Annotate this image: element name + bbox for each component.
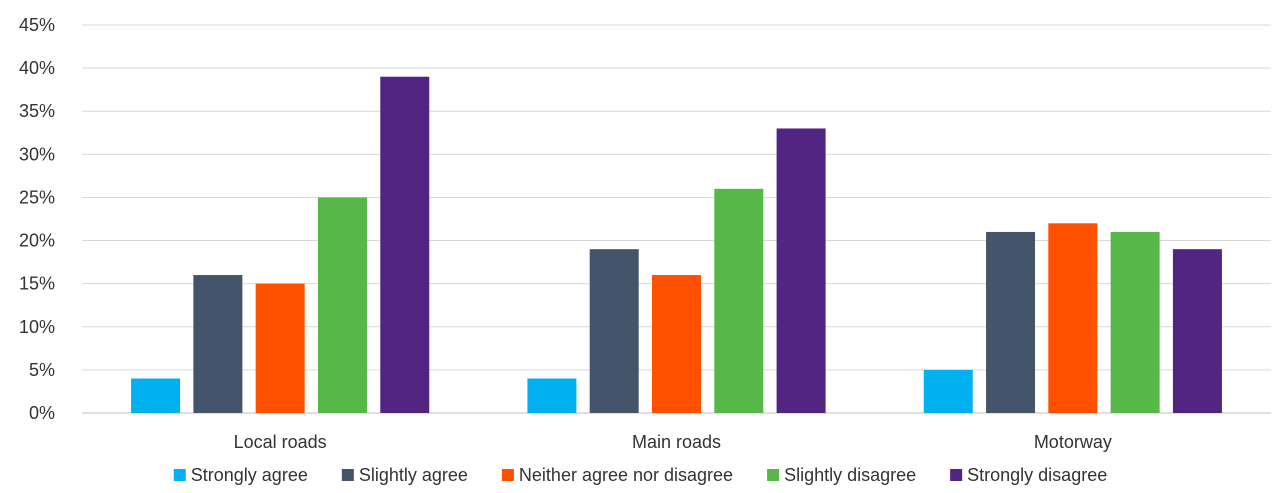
- y-tick-label: 30%: [19, 144, 55, 164]
- legend-label: Slightly disagree: [784, 465, 916, 485]
- legend-swatch: [950, 469, 963, 481]
- y-axis-tick-labels: 0% 5% 10% 15% 20% 25% 30% 35% 40% 45%: [19, 15, 55, 423]
- legend-item-neither-agree-nor-disagree: Neither agree nor disagree: [501, 465, 733, 485]
- legend: Strongly agree Slightly agree Neither agre…: [173, 465, 1107, 485]
- legend-item-slightly-disagree: Slightly disagree: [767, 465, 916, 485]
- bar-slightly-agree: [589, 249, 639, 413]
- bar-slightly-disagree: [1110, 231, 1160, 413]
- legend-item-strongly-disagree: Strongly disagree: [950, 465, 1107, 485]
- bar-neither-agree-nor-disagree: [1048, 223, 1098, 413]
- y-tick-label: 40%: [19, 58, 55, 78]
- bar-strongly-agree: [131, 378, 181, 413]
- x-category-label: Local roads: [234, 432, 327, 452]
- y-tick-label: 0%: [29, 403, 55, 423]
- legend-label: Slightly agree: [359, 465, 468, 485]
- legend-label: Neither agree nor disagree: [519, 465, 733, 485]
- bar-strongly-agree: [527, 378, 577, 413]
- legend-item-strongly-agree: Strongly agree: [173, 465, 308, 485]
- y-tick-label: 5%: [29, 360, 55, 380]
- y-tick-label: 20%: [19, 231, 55, 251]
- y-tick-label: 25%: [19, 187, 55, 207]
- bar-slightly-disagree: [714, 188, 764, 413]
- bar-neither-agree-nor-disagree: [652, 275, 701, 413]
- y-tick-label: 35%: [19, 101, 55, 121]
- bar-strongly-disagree: [776, 128, 826, 413]
- bar-strongly-agree: [923, 369, 973, 413]
- bars: [131, 76, 1222, 413]
- bar-neither-agree-nor-disagree: [255, 283, 305, 413]
- legend-swatch: [173, 469, 186, 481]
- legend-swatch: [767, 469, 780, 481]
- legend-swatch: [501, 469, 514, 481]
- legend-label: Strongly disagree: [967, 465, 1107, 485]
- bar-strongly-disagree: [1172, 249, 1222, 413]
- bar-slightly-agree: [193, 275, 243, 413]
- legend-label: Strongly agree: [191, 465, 308, 485]
- bar-strongly-disagree: [380, 76, 430, 413]
- x-category-label: Motorway: [1034, 432, 1112, 452]
- legend-item-slightly-agree: Slightly agree: [341, 465, 468, 485]
- legend-swatch: [341, 469, 354, 481]
- y-tick-label: 10%: [19, 317, 55, 337]
- x-category-label: Main roads: [632, 432, 721, 452]
- x-axis-category-labels: Local roads Main roads Motorway: [234, 432, 1112, 452]
- y-tick-label: 45%: [19, 15, 55, 35]
- bar-slightly-agree: [986, 231, 1036, 413]
- y-tick-label: 15%: [19, 274, 55, 294]
- bar-slightly-disagree: [317, 197, 367, 413]
